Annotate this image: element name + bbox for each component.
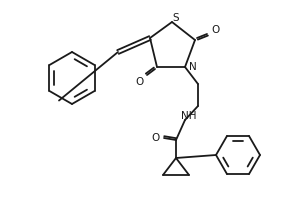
Text: N: N	[189, 62, 197, 72]
Text: O: O	[211, 25, 219, 35]
Text: S: S	[173, 13, 179, 23]
Text: O: O	[152, 133, 160, 143]
Text: NH: NH	[181, 111, 197, 121]
Text: O: O	[135, 77, 143, 87]
